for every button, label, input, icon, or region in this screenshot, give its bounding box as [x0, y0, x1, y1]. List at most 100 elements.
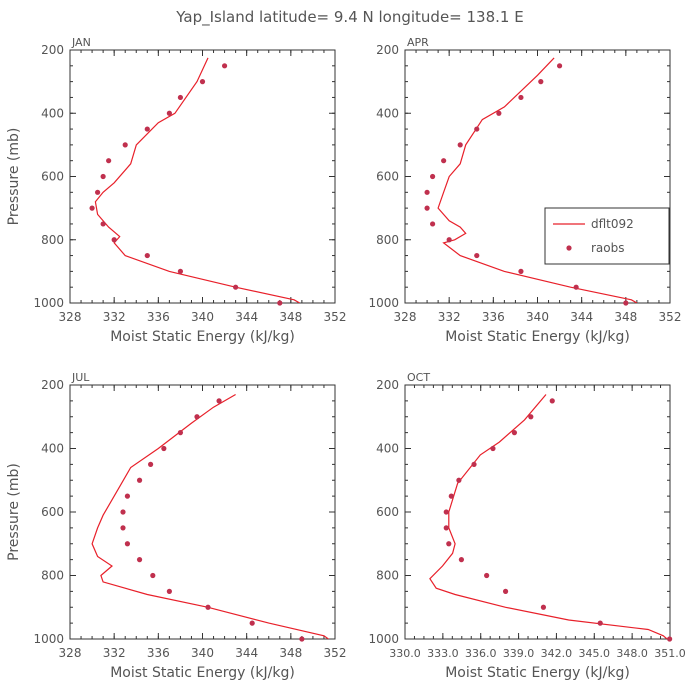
figure-title: Yap_Island latitude= 9.4 N longitude= 13… — [175, 8, 523, 27]
obs-point — [667, 636, 673, 642]
y-tick-label: 400 — [376, 106, 399, 120]
obs-point — [111, 237, 117, 243]
obs-point — [496, 110, 502, 116]
obs-point — [120, 509, 126, 515]
x-tick-label: 328 — [59, 310, 82, 324]
obs-point — [518, 94, 524, 101]
obs-point — [424, 205, 430, 211]
x-tick-label: 345.0 — [579, 647, 611, 660]
obs-point — [177, 94, 184, 101]
x-tick-label: 328 — [59, 646, 82, 660]
panel-jan: 328 332 336 340 344 348 352 200 400 600 800 1000 JAN… — [6, 36, 346, 345]
obs-point — [100, 173, 106, 180]
obs-point — [120, 525, 126, 531]
x-axis-label: Moist Static Energy (kJ/kg) — [110, 329, 295, 345]
y-tick-label: 200 — [376, 378, 399, 392]
obs-point — [233, 284, 239, 290]
obs-point — [430, 221, 436, 227]
obs-point — [144, 126, 150, 132]
y-tick-label: 600 — [376, 170, 399, 184]
obs-point — [177, 430, 184, 436]
obs-point — [458, 557, 465, 563]
obs-point — [161, 445, 167, 452]
obs-point — [528, 414, 534, 420]
x-tick-label: 352 — [324, 310, 347, 324]
obs-point — [249, 620, 255, 626]
obs-point — [573, 284, 579, 290]
model-line-jul — [91, 393, 330, 639]
y-tick-label: 800 — [376, 569, 399, 583]
obs-point — [623, 300, 629, 306]
x-tick-label: 332 — [103, 310, 126, 324]
obs-point — [518, 268, 524, 274]
obs-point — [299, 636, 305, 642]
x-tick-label: 342.0 — [541, 647, 573, 660]
obs-point — [124, 493, 131, 499]
x-tick-label: 340 — [526, 310, 549, 324]
obs-point — [456, 477, 462, 483]
obs-point — [430, 173, 436, 180]
x-tick-label: 352 — [659, 310, 682, 324]
obs-point — [106, 158, 112, 164]
x-tick-label: 330.0 — [389, 647, 421, 660]
x-tick-label: 340 — [191, 310, 214, 324]
x-tick-label: 336.0 — [465, 647, 497, 660]
obs-point — [124, 541, 131, 547]
legend-box — [544, 207, 670, 265]
y-tick-label: 400 — [376, 442, 399, 456]
obs-point — [457, 142, 463, 148]
y-tick-label: 1000 — [33, 632, 64, 646]
x-axis-label: Moist Static Energy (kJ/kg) — [445, 329, 630, 345]
x-tick-label: 351.0 — [654, 647, 686, 660]
obs-point — [136, 557, 143, 563]
obs-point — [166, 110, 172, 116]
obs-point — [443, 509, 449, 515]
y-tick-label: 800 — [376, 233, 399, 247]
y-tick-label: 600 — [41, 170, 64, 184]
panel-jul: 328 332 336 340 344 348 352 200 400 600 800 1000 JUL… — [6, 371, 346, 681]
x-tick-label: 344 — [235, 310, 258, 324]
legend-obs-swatch — [566, 245, 572, 251]
obs-point — [100, 221, 106, 227]
panel-label: JUL — [71, 371, 90, 384]
x-tick-label: 336 — [147, 646, 170, 660]
y-tick-label: 800 — [41, 233, 64, 247]
x-tick-label: 336 — [482, 310, 505, 324]
obs-point — [484, 572, 490, 579]
panel-label: JAN — [71, 36, 91, 49]
panel-oct: 330.0 333.0 336.0 339.0 342.0 345.0 348.0 351.0… — [368, 371, 685, 681]
obs-point — [144, 252, 150, 259]
x-tick-label: 352 — [324, 646, 347, 660]
obs-point — [502, 588, 509, 594]
y-axis-label: Pressure (mb) — [6, 463, 22, 561]
obs-point — [221, 63, 228, 69]
x-tick-label: 348 — [279, 310, 302, 324]
y-axis-label: Pressure (mb) — [6, 128, 22, 226]
obs-point — [95, 189, 101, 195]
x-axis-label: Moist Static Energy (kJ/kg) — [445, 665, 630, 681]
obs-point — [540, 604, 547, 610]
legend: dflt092 raobs — [544, 207, 670, 265]
x-tick-label: 348.0 — [616, 647, 648, 660]
obs-point — [199, 79, 206, 85]
obs-point — [441, 158, 447, 164]
x-tick-label: 348 — [279, 646, 302, 660]
panels: 328 332 336 340 344 348 352 200 400 600 800 1000 JAN… — [6, 36, 686, 681]
obs-point — [177, 268, 184, 274]
legend-obs-label: raobs — [591, 241, 625, 255]
obs-point — [122, 142, 128, 148]
model-line-apr — [437, 57, 638, 303]
plot-frame — [404, 49, 671, 304]
obs-point — [89, 205, 95, 211]
obs-point — [474, 252, 480, 259]
obs-point — [490, 445, 496, 452]
y-tick-label: 600 — [376, 505, 399, 519]
panel-apr: 328 332 336 340 344 348 352 200 400 600 800 1000 APR… — [368, 36, 681, 345]
plot-frame — [69, 49, 336, 304]
obs-point — [446, 541, 452, 547]
obs-point — [216, 398, 222, 404]
obs-point — [511, 430, 518, 436]
obs-point — [556, 63, 563, 69]
model-line-jan — [94, 57, 300, 303]
